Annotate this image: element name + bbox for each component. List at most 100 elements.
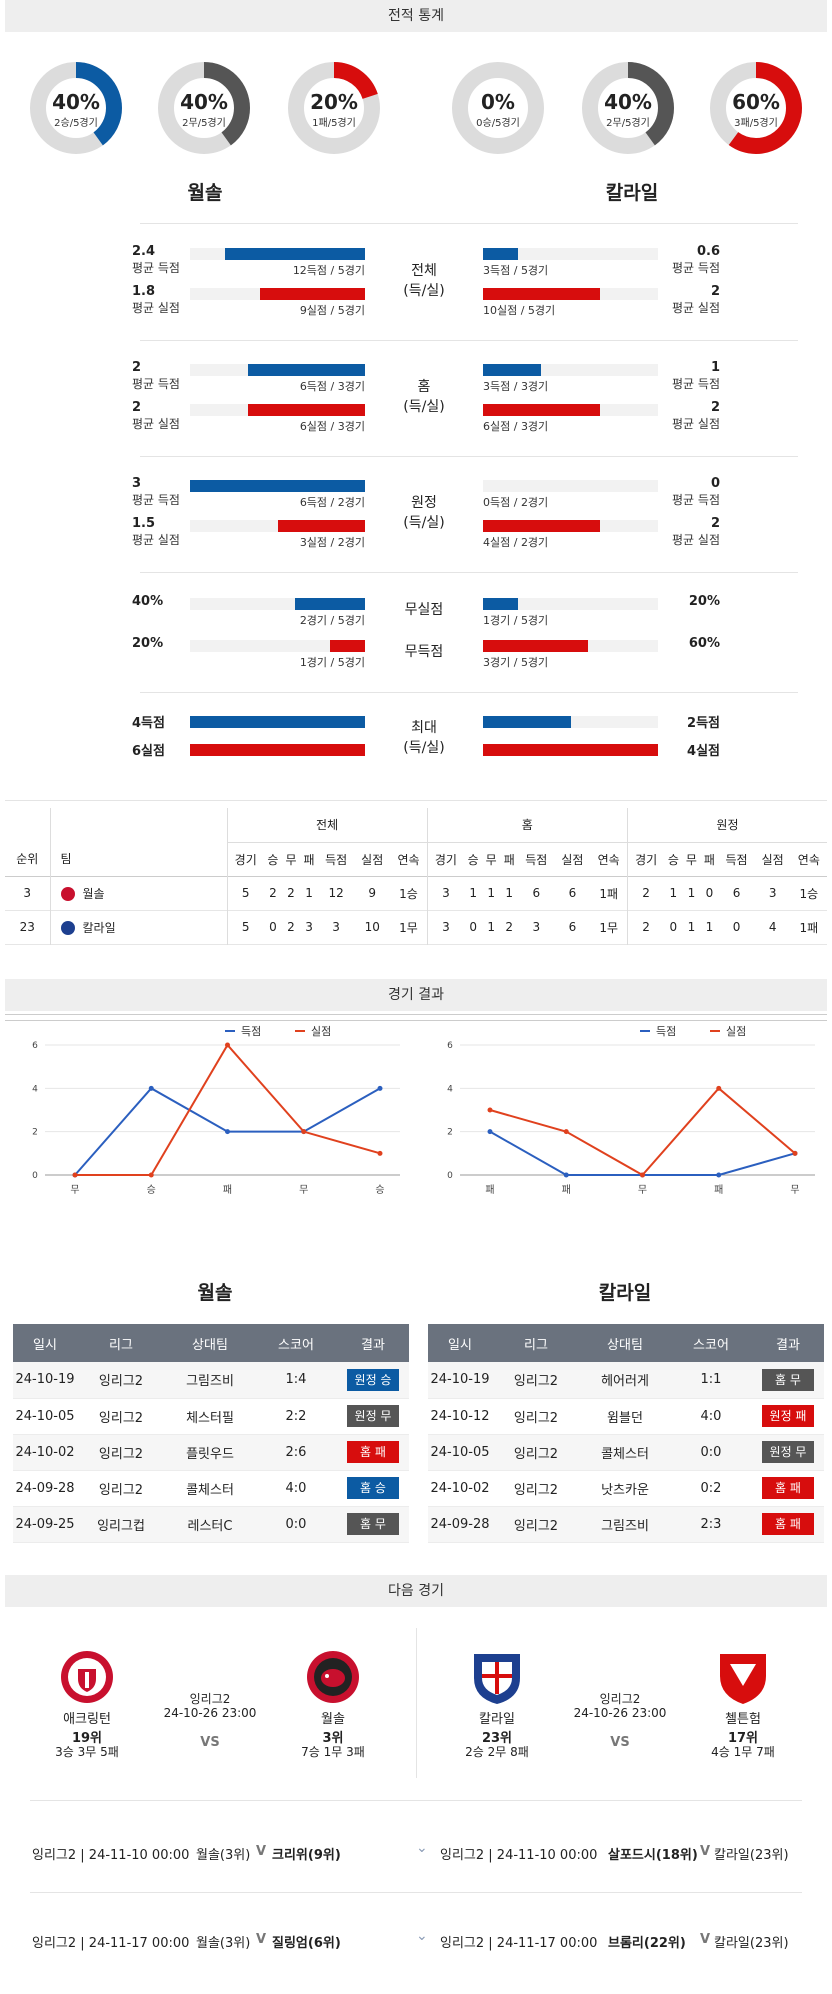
result-badge: 홈 패: [762, 1477, 814, 1499]
results-league: 잉리그2: [77, 1398, 165, 1435]
results-row[interactable]: 24-09-25 잉리그컵 레스터C 0:0 홈 무: [13, 1506, 409, 1543]
next-match-away[interactable]: 칼라일 23위 2승 2무 8패 잉리그2 24-10-26 23:00 VS …: [440, 1640, 800, 1780]
donut-sub: 1패/5경기: [312, 118, 356, 129]
upcoming-team[interactable]: 브롬리(22위): [608, 1936, 686, 1951]
data-point[interactable]: [792, 1150, 798, 1156]
stat-cell: 1: [487, 920, 496, 934]
donut-arc: [288, 62, 380, 154]
col-header: 득점: [325, 852, 348, 867]
next-away-team1-record: 2승 2무 8패: [465, 1745, 529, 1759]
results-date: 24-09-28: [428, 1506, 492, 1543]
col-header: 실점: [561, 852, 584, 867]
results-date: 24-10-05: [428, 1434, 492, 1471]
data-point[interactable]: [640, 1172, 645, 1178]
upcoming-info: 잉리그2 | 24-11-17 00:00: [440, 1936, 598, 1951]
results-row[interactable]: 24-10-02 잉리그2 플릿우드 2:6 홈 패: [13, 1434, 409, 1471]
right-bar: [483, 744, 658, 756]
results-score: 0:0: [670, 1434, 752, 1471]
right-bar-track: [483, 598, 658, 610]
stat-group-sublabel: (득/실): [403, 399, 445, 415]
left-bar-track: [190, 364, 365, 376]
results-row[interactable]: 24-10-05 잉리그2 체스터필 2:2 원정 무: [13, 1398, 409, 1435]
next-away-team2-rank: 17위: [727, 1731, 759, 1746]
results-col-header: 결과: [752, 1324, 824, 1362]
data-point[interactable]: [148, 1085, 154, 1091]
upcoming-team[interactable]: 살포드시(18위): [608, 1848, 698, 1863]
upcoming-opponent[interactable]: 칼라일(23위): [714, 1848, 789, 1863]
results-league: 잉리그2: [77, 1434, 165, 1471]
donut-sub: 2무/5경기: [606, 118, 650, 129]
data-point[interactable]: [377, 1085, 383, 1091]
blank-cell: [5, 808, 51, 842]
results-score: 2:6: [255, 1434, 337, 1471]
rank-row[interactable]: 23 칼라일 5 0 2 3 3 10 1무 3 0 1 2 3 6 1무 2 0 1 1 0 4 1패: [5, 910, 827, 944]
right-bar-track: [483, 248, 658, 260]
donut-sub: 0승/5경기: [476, 118, 520, 129]
results-row[interactable]: 24-10-05 잉리그2 콜체스터 0:0 원정 무: [428, 1434, 824, 1471]
x-tick-label: 패: [485, 1184, 494, 1196]
data-point[interactable]: [225, 1129, 230, 1135]
data-point[interactable]: [377, 1150, 383, 1156]
results-row[interactable]: 24-10-12 잉리그2 윔블던 4:0 원정 패: [428, 1398, 824, 1435]
rank-row[interactable]: 3 월솔 5 2 2 1 12 9 1승 3 1 1 1 6 6 1패 2 1 1 0 6 3 1승: [5, 876, 827, 910]
donut-arc: [710, 62, 802, 154]
left-label: 평균 득점: [132, 261, 180, 275]
right-bar-note: 3득점 / 5경기: [483, 264, 549, 277]
y-tick-label: 0: [32, 1171, 38, 1181]
results-row[interactable]: 24-10-19 잉리그2 헤어러게 1:1 홈 무: [428, 1362, 824, 1399]
stat-cell: 3: [442, 886, 450, 900]
left-value: 2: [132, 400, 142, 415]
right-label: 평균 실점: [672, 301, 720, 315]
results-date: 24-09-28: [13, 1470, 77, 1507]
next-away-time: 24-10-26 23:00: [573, 1706, 667, 1720]
results-score: 0:2: [670, 1470, 752, 1507]
upcoming-team[interactable]: 월솔(3위): [196, 1848, 251, 1863]
data-point[interactable]: [563, 1172, 569, 1178]
left-bar-track: [190, 640, 365, 652]
donut-percent: 0%: [481, 90, 515, 114]
x-tick-label: 무: [790, 1185, 799, 1196]
upcoming-team[interactable]: 월솔(3위): [196, 1936, 251, 1951]
data-point[interactable]: [487, 1129, 493, 1135]
results-row[interactable]: 24-10-02 잉리그2 낫츠카운 0:2 홈 패: [428, 1470, 824, 1507]
data-point[interactable]: [716, 1085, 722, 1091]
results-col-header: 리그: [492, 1324, 580, 1362]
results-opp: 낫츠카운: [580, 1470, 670, 1507]
left-bar: [295, 598, 365, 610]
left-bar: [260, 288, 365, 300]
walsall-crest-icon: [307, 1651, 359, 1703]
legend-label: 득점: [241, 1025, 261, 1038]
data-point[interactable]: [72, 1172, 78, 1178]
data-point[interactable]: [563, 1129, 569, 1135]
left-value: 3: [132, 476, 142, 491]
results-row[interactable]: 24-10-19 잉리그2 그림즈비 1:4 원정 승: [13, 1362, 409, 1399]
data-point[interactable]: [148, 1172, 154, 1178]
stat-cell: 6: [568, 886, 577, 900]
results-col-header: 결과: [337, 1324, 409, 1362]
upcoming-opponent[interactable]: 크리위(9위): [272, 1848, 341, 1863]
upcoming-info: 잉리그2 | 24-11-10 00:00: [440, 1848, 598, 1863]
col-header: 패: [703, 852, 715, 867]
data-point[interactable]: [716, 1172, 722, 1178]
result-badge: 홈 무: [347, 1513, 399, 1535]
upcoming-opponent[interactable]: 질링엄(6위): [272, 1936, 341, 1951]
data-point[interactable]: [225, 1042, 230, 1048]
left-bar-track: [190, 248, 365, 260]
upcoming-opponent[interactable]: 칼라일(23위): [714, 1936, 789, 1951]
y-tick-label: 4: [447, 1084, 453, 1094]
results-league: 잉리그2: [492, 1506, 580, 1543]
stat-cell: 2: [287, 886, 295, 900]
away-results-title: 칼라일: [598, 1282, 652, 1304]
next-match-home[interactable]: 애크링턴 19위 3승 3무 5패 잉리그2 24-10-26 23:00 VS…: [30, 1640, 390, 1780]
results-date: 24-10-05: [13, 1398, 77, 1435]
results-opp: 체스터필: [165, 1398, 255, 1435]
results-row[interactable]: 24-09-28 잉리그2 콜체스터 4:0 홈 승: [13, 1470, 409, 1507]
results-header: 일시 리그 상대팀 스코어 결과: [428, 1324, 824, 1362]
left-value: 2: [132, 360, 142, 375]
data-point[interactable]: [301, 1129, 307, 1135]
results-row[interactable]: 24-09-28 잉리그2 그림즈비 2:3 홈 패: [428, 1506, 824, 1543]
stat-cell: 0: [705, 886, 714, 900]
data-point[interactable]: [487, 1107, 493, 1113]
next-home-team1-rank: 19위: [71, 1731, 103, 1746]
stat-cell: 0: [732, 920, 741, 934]
